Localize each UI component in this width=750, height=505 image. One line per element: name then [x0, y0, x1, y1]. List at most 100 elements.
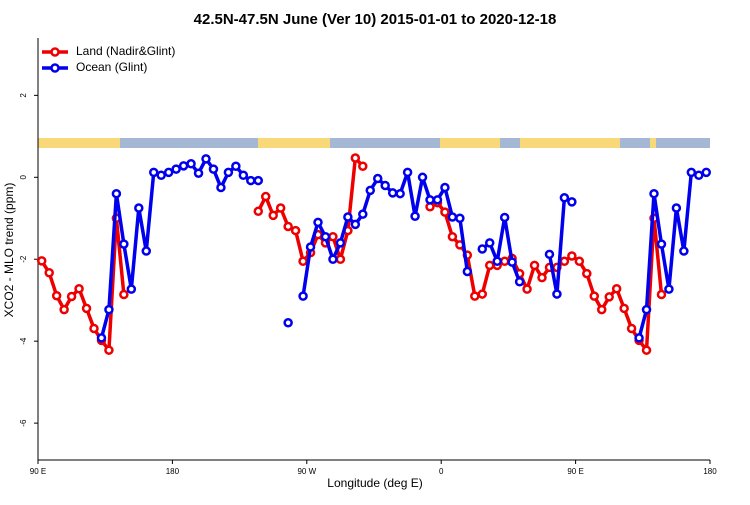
point — [470, 291, 480, 301]
point — [290, 225, 301, 236]
point — [656, 289, 667, 300]
ocean-strip — [330, 138, 440, 148]
point — [350, 153, 361, 163]
ocean-strip — [656, 138, 710, 148]
x-tick-label: 180 — [703, 467, 717, 476]
point — [395, 188, 405, 199]
point — [313, 217, 323, 228]
point — [104, 345, 114, 355]
point — [201, 154, 211, 164]
legend-marker — [50, 63, 60, 73]
point — [156, 170, 166, 181]
point — [447, 212, 458, 222]
point — [499, 212, 510, 223]
point — [604, 292, 614, 302]
point — [119, 289, 129, 300]
point — [223, 167, 234, 178]
chart-title: 42.5N-47.5N June (Ver 10) 2015-01-01 to … — [194, 11, 557, 28]
point — [89, 323, 99, 334]
point — [81, 303, 92, 314]
point — [305, 242, 316, 252]
x-tick-label: 90 E — [30, 467, 46, 476]
point — [634, 333, 644, 343]
point — [380, 180, 390, 191]
point — [552, 289, 562, 299]
point — [298, 256, 308, 267]
point — [387, 188, 398, 198]
point — [178, 161, 189, 171]
point — [402, 167, 413, 178]
y-tick-label: -4 — [19, 337, 28, 345]
point — [119, 239, 129, 249]
point — [484, 238, 495, 248]
point — [358, 209, 368, 219]
point — [328, 254, 338, 264]
point — [440, 182, 450, 193]
point — [283, 317, 293, 328]
point — [596, 304, 607, 315]
point — [619, 303, 629, 314]
point — [171, 164, 181, 174]
point — [462, 266, 473, 277]
point — [358, 161, 368, 171]
point — [320, 231, 331, 242]
point — [148, 167, 159, 178]
point — [193, 168, 204, 178]
x-tick-label: 0 — [439, 467, 444, 476]
point — [492, 256, 502, 267]
point — [679, 246, 689, 256]
point — [686, 167, 697, 178]
point — [671, 203, 682, 213]
point — [641, 304, 652, 315]
ocean-strip — [120, 138, 258, 148]
point — [51, 290, 62, 301]
point — [447, 231, 458, 242]
point — [582, 268, 592, 279]
x-tick-label: 90 W — [297, 467, 316, 476]
point — [559, 193, 570, 203]
point — [246, 175, 256, 186]
ocean-strip — [620, 138, 650, 148]
point — [484, 260, 495, 271]
point — [701, 167, 712, 178]
point — [567, 197, 577, 207]
point — [656, 239, 667, 249]
point — [537, 272, 547, 283]
point — [455, 213, 465, 224]
point — [134, 203, 144, 213]
point — [365, 185, 376, 196]
point — [477, 244, 488, 254]
x-tick-label: 180 — [166, 467, 180, 476]
point — [186, 159, 196, 169]
y-tick-label: -2 — [19, 255, 28, 263]
point — [626, 323, 637, 334]
point — [529, 260, 540, 271]
point — [36, 256, 47, 266]
point — [268, 210, 278, 221]
point — [275, 203, 286, 213]
point — [335, 254, 346, 264]
point — [432, 195, 443, 205]
legend-label: Land (Nadir&Glint) — [76, 44, 175, 58]
point — [96, 333, 107, 343]
point — [574, 256, 585, 267]
point — [74, 283, 84, 294]
point — [611, 283, 622, 294]
point — [238, 170, 249, 181]
point — [410, 211, 420, 221]
point — [477, 289, 488, 299]
point — [567, 251, 577, 261]
point — [208, 164, 219, 174]
legend-label: Ocean (Glint) — [76, 60, 147, 74]
point — [514, 277, 525, 287]
point — [141, 246, 152, 256]
point — [253, 175, 264, 186]
point — [440, 207, 450, 217]
point — [507, 257, 517, 267]
legend-marker — [50, 47, 60, 57]
ocean-strip — [500, 138, 520, 148]
point — [231, 161, 241, 171]
point — [104, 304, 114, 315]
y-tick-label: 0 — [19, 175, 28, 180]
